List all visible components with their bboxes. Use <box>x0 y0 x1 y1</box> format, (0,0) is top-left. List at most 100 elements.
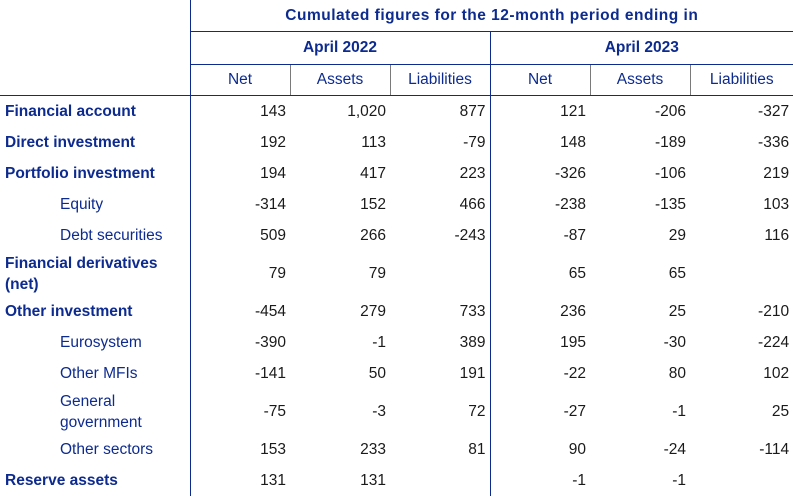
value-cell: -189 <box>654 133 686 151</box>
value-cell: 103 <box>763 195 790 213</box>
value-cell: -238 <box>489 189 590 220</box>
column-header-assets: Assets <box>589 64 690 96</box>
row-label: General government <box>60 392 142 431</box>
value-cell: -336 <box>758 133 790 151</box>
value-cell: 509 <box>189 220 290 251</box>
row-label: Financial account <box>5 103 136 120</box>
table-row: Other sectors 153 233 81 90 -24 -114 <box>0 434 793 465</box>
value-cell: 192 <box>189 127 290 158</box>
row-label: Equity <box>60 196 104 213</box>
value-cell: 877 <box>459 102 486 120</box>
value-cell: 80 <box>668 364 686 382</box>
value-cell: 65 <box>489 251 590 296</box>
value-cell: -390 <box>189 327 290 358</box>
value-cell: 25 <box>668 302 686 320</box>
table-title: Cumulated figures for the 12-month perio… <box>189 0 793 32</box>
table-row: Other MFIs -141 50 191 -22 80 102 <box>0 358 793 389</box>
table-row: General government -75 -3 72 -27 -1 25 <box>0 389 793 434</box>
value-cell: -1 <box>672 402 686 420</box>
table-row: Other investment -454 279 733 236 25 -21… <box>0 296 793 327</box>
value-cell: -326 <box>489 158 590 189</box>
value-cell: -75 <box>189 389 290 434</box>
value-cell: -1 <box>372 333 386 351</box>
value-cell: 131 <box>360 471 386 489</box>
value-cell: 466 <box>459 195 486 213</box>
corner-cell <box>0 64 190 96</box>
table-row: Portfolio investment 194 417 223 -326 -1… <box>0 158 793 189</box>
value-cell: -327 <box>758 102 790 120</box>
value-cell: 279 <box>360 302 386 320</box>
value-cell: 191 <box>459 364 486 382</box>
value-cell: 29 <box>668 226 686 244</box>
value-cell: 266 <box>360 226 386 244</box>
row-label: Reserve assets <box>5 472 118 489</box>
row-label: Other investment <box>5 303 133 320</box>
value-cell: 223 <box>459 164 486 182</box>
value-cell: 233 <box>360 440 386 458</box>
value-cell: -141 <box>189 358 290 389</box>
period-header-2023: April 2023 <box>489 31 793 65</box>
value-cell: 148 <box>489 127 590 158</box>
value-cell: 50 <box>368 364 386 382</box>
row-label: Other sectors <box>60 441 154 458</box>
table-row: Reserve assets 131 131 -1 -1 <box>0 465 793 496</box>
row-label: Eurosystem <box>60 334 142 351</box>
value-cell: 25 <box>771 402 790 420</box>
value-cell: -243 <box>454 226 486 244</box>
value-cell: -87 <box>489 220 590 251</box>
value-cell: 153 <box>189 434 290 465</box>
value-cell: 733 <box>459 302 486 320</box>
value-cell <box>690 465 793 496</box>
value-cell: 90 <box>489 434 590 465</box>
value-cell: 152 <box>360 195 386 213</box>
row-label: Other MFIs <box>60 365 138 382</box>
value-cell: 1,020 <box>347 102 386 120</box>
value-cell <box>390 465 490 496</box>
value-cell: 81 <box>468 440 486 458</box>
value-cell: 143 <box>189 95 290 127</box>
table-row: Debt securities 509 266 -243 -87 29 116 <box>0 220 793 251</box>
corner-cell <box>0 0 190 32</box>
value-cell: 113 <box>361 133 386 151</box>
value-cell: -1 <box>489 465 590 496</box>
value-cell: 79 <box>189 251 290 296</box>
table-row: Financial derivatives (net) 79 79 65 65 <box>0 251 793 296</box>
value-cell <box>690 251 793 296</box>
value-cell: -114 <box>759 440 790 458</box>
value-cell: 194 <box>189 158 290 189</box>
value-cell: -454 <box>189 296 290 327</box>
value-cell: -106 <box>654 164 686 182</box>
value-cell: -24 <box>663 440 686 458</box>
table-row: Financial account 143 1,020 877 121 -206… <box>0 95 793 127</box>
row-label: Financial derivatives (net) <box>5 254 158 293</box>
corner-cell <box>0 32 190 65</box>
column-header-liabilities: Liabilities <box>389 64 490 96</box>
column-header-liabilities: Liabilities <box>689 64 793 96</box>
value-cell: 121 <box>489 95 590 127</box>
value-cell: 116 <box>764 226 790 244</box>
column-header-assets: Assets <box>289 64 390 96</box>
column-header-net: Net <box>189 64 290 96</box>
value-cell: -135 <box>654 195 686 213</box>
row-label: Debt securities <box>60 227 163 244</box>
table-body: Financial account 143 1,020 877 121 -206… <box>0 95 793 496</box>
value-cell: 65 <box>668 264 686 282</box>
value-cell: 219 <box>763 164 790 182</box>
value-cell: -22 <box>489 358 590 389</box>
table-row: Eurosystem -390 -1 389 195 -30 -224 <box>0 327 793 358</box>
value-cell: -210 <box>758 302 790 320</box>
value-cell <box>390 251 490 296</box>
value-cell: -79 <box>463 133 486 151</box>
value-cell: -224 <box>758 333 790 351</box>
value-cell: 417 <box>360 164 386 182</box>
value-cell: 131 <box>189 465 290 496</box>
period-header-2022: April 2022 <box>189 31 490 65</box>
value-cell: -3 <box>372 402 386 420</box>
value-cell: 72 <box>468 402 486 420</box>
value-cell: -206 <box>654 102 686 120</box>
value-cell: 389 <box>459 333 486 351</box>
value-cell: 102 <box>763 364 790 382</box>
value-cell: -314 <box>189 189 290 220</box>
row-label: Direct investment <box>5 134 136 151</box>
value-cell: 195 <box>489 327 590 358</box>
